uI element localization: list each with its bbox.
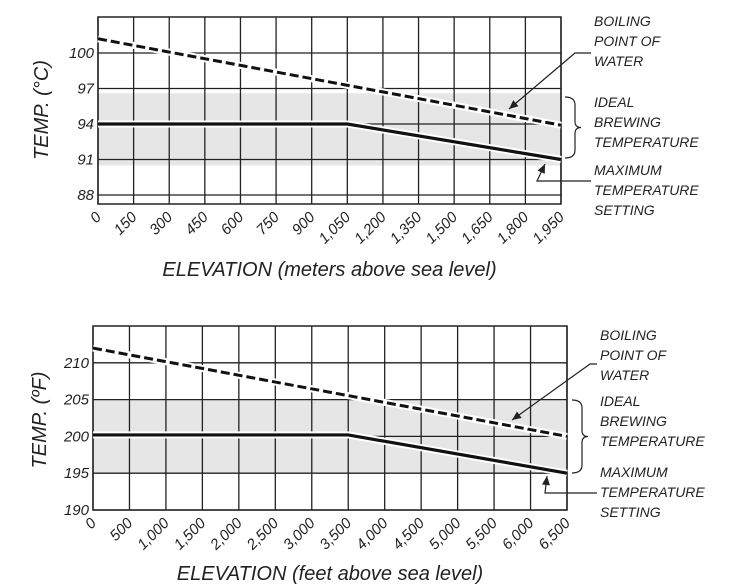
boiling-annotation-text: WATER — [600, 367, 649, 383]
x-tick-label: 1,500 — [422, 208, 461, 247]
ideal-annotation-text: TEMPERATURE — [594, 134, 699, 150]
maximum-annotation-text: SETTING — [600, 504, 661, 520]
ideal-annotation-text: TEMPERATURE — [600, 433, 705, 449]
maximum-annotation-text: MAXIMUM — [600, 464, 668, 480]
boiling-annotation-text: BOILING — [594, 13, 651, 29]
maximum-annotation-text: SETTING — [594, 202, 655, 218]
arrow-icon — [537, 164, 545, 174]
plot-frame — [97, 16, 562, 205]
chart-celsius: 88 91 94 97 100 0 150 300 450 600 750 9001,0501,200… — [31, 13, 699, 281]
x-tick-label: 3,000 — [280, 514, 319, 553]
boiling-annotation-text: WATER — [594, 53, 643, 69]
x-tick-label: 1,200 — [351, 208, 390, 247]
boiling-annotation-text: POINT OF — [594, 33, 662, 49]
x-tick-label: 1,500 — [171, 514, 210, 553]
x-tick-label: 6,000 — [499, 514, 538, 553]
boiling-leader-line — [508, 52, 591, 110]
y-tick-label: 200 — [63, 428, 90, 445]
x-tick-label: 600 — [218, 208, 248, 238]
ideal-annotation-text: IDEAL — [594, 94, 634, 110]
ideal-annotation-text: IDEAL — [600, 393, 640, 409]
x-tick-label: 1,800 — [494, 208, 533, 247]
brace-icon — [564, 96, 582, 159]
x-tick-label: 0 — [82, 514, 100, 532]
x-axis-title: ELEVATION (meters above sea level) — [162, 259, 496, 281]
y-axis-title: TEMP. (ºF) — [29, 372, 51, 469]
arrow-icon — [509, 100, 519, 109]
x-tick-label: 1,650 — [458, 208, 497, 247]
max-temp-leader-line — [536, 163, 591, 182]
x-tick-label: 150 — [111, 208, 141, 238]
x-tick-label: 1,950 — [529, 208, 568, 247]
x-tick-label: 5,500 — [462, 514, 501, 553]
x-tick-label: 4,500 — [389, 514, 428, 553]
arrow-icon — [512, 411, 522, 420]
ideal-brewing-band — [98, 93, 561, 166]
x-tick-label: 2,000 — [206, 514, 246, 554]
x-axis-title: ELEVATION (feet above sea level) — [177, 563, 483, 585]
maximum-annotation-text: MAXIMUM — [594, 162, 662, 178]
y-tick-label: 94 — [77, 116, 94, 133]
x-tick-label: 450 — [182, 208, 212, 238]
x-tick-label: 1,350 — [387, 208, 426, 247]
x-tick-label: 750 — [253, 208, 283, 238]
max-temp-line — [98, 122, 562, 162]
x-tick-label: 6,500 — [535, 514, 574, 553]
y-tick-label: 91 — [77, 151, 94, 168]
boiling-point-line — [92, 346, 568, 438]
y-tick-label: 100 — [69, 45, 95, 62]
x-tick-label: 300 — [146, 208, 176, 238]
x-tick-label: 0 — [87, 208, 105, 226]
x-tick-label: 2,500 — [243, 514, 283, 554]
maximum-annotation-text: TEMPERATURE — [594, 182, 699, 198]
max-temp-line — [93, 433, 568, 475]
x-tick-label: 500 — [107, 514, 137, 544]
x-tick-label: 3,500 — [316, 514, 355, 553]
x-tick-label: 1,000 — [134, 514, 173, 553]
y-tick-label: 205 — [63, 392, 90, 409]
brace-icon — [571, 399, 589, 474]
x-tick-label: 4,000 — [353, 514, 392, 553]
y-tick-label: 97 — [77, 80, 94, 97]
arrow-icon — [541, 476, 550, 486]
boiling-annotation-text: BOILING — [600, 327, 657, 343]
y-tick-label: 88 — [77, 187, 94, 204]
max-temp-leader-line — [544, 475, 597, 494]
boiling-leader-line — [511, 363, 597, 421]
x-tick-label: 900 — [289, 208, 319, 238]
ideal-annotation-text: BREWING — [594, 114, 661, 130]
plot-frame — [92, 325, 568, 511]
x-tick-label: 1,050 — [316, 208, 355, 247]
y-tick-label: 190 — [64, 502, 90, 519]
y-axis-title: TEMP. (°C) — [31, 60, 53, 160]
y-tick-label: 195 — [64, 465, 90, 482]
maximum-annotation-text: TEMPERATURE — [600, 484, 705, 500]
ideal-annotation-text: BREWING — [600, 413, 667, 429]
y-tick-label: 210 — [63, 355, 90, 372]
boiling-annotation-text: POINT OF — [600, 347, 668, 363]
x-tick-label: 5,000 — [426, 514, 465, 553]
boiling-point-line — [97, 37, 562, 127]
